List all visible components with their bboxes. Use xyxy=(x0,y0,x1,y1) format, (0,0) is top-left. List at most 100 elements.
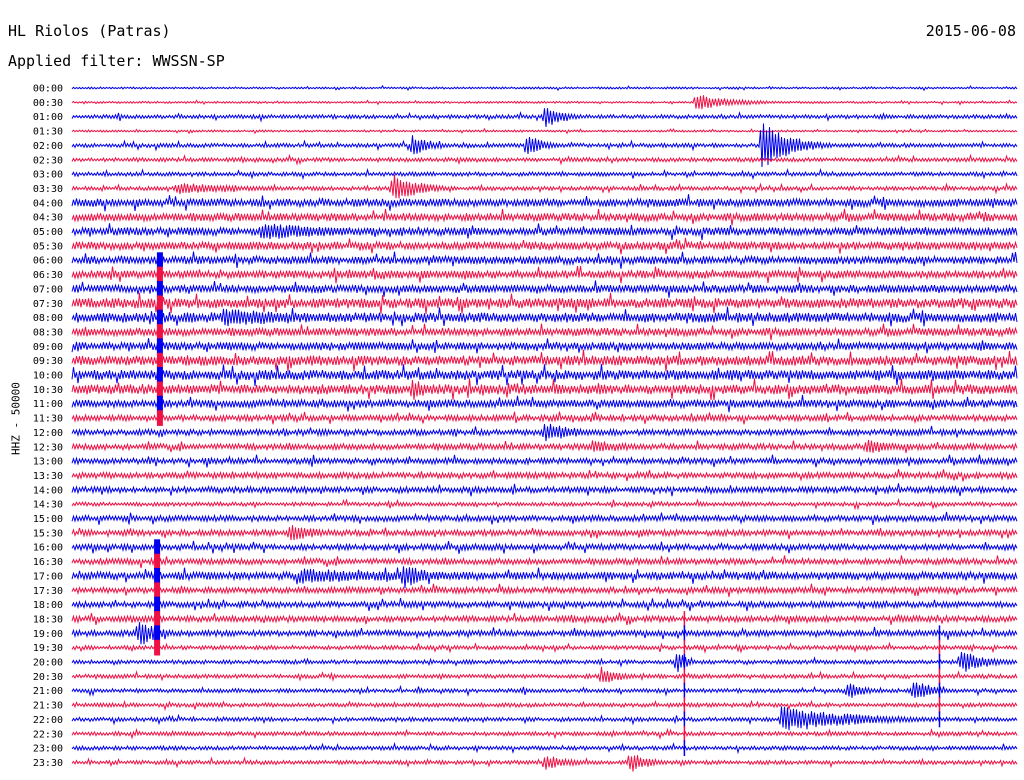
row-time-label: 07:30 xyxy=(33,299,63,310)
trace-row-0130 xyxy=(71,127,1018,135)
trace-row-1300 xyxy=(71,454,1018,468)
row-time-label: 12:00 xyxy=(33,428,63,439)
trace-row-0430 xyxy=(71,208,1018,226)
trace-row-1000 xyxy=(71,364,1018,386)
trace-row-2030 xyxy=(71,666,1018,683)
trace-row-0630 xyxy=(71,265,1018,284)
row-time-label: 16:00 xyxy=(33,543,63,554)
trace-row-0200 xyxy=(71,123,1018,168)
row-time-label: 05:30 xyxy=(33,241,63,252)
trace-row-0800 xyxy=(71,306,1018,327)
row-time-label: 23:30 xyxy=(33,758,63,769)
row-time-label: 10:30 xyxy=(33,385,63,396)
trace-row-2100 xyxy=(71,682,1018,698)
trace-row-0930 xyxy=(71,349,1018,372)
row-time-label: 16:30 xyxy=(33,557,63,568)
station-title: HL Riolos (Patras) xyxy=(8,22,171,40)
row-time-label: 21:30 xyxy=(33,701,63,712)
date-label: 2015-06-08 xyxy=(925,22,1016,40)
row-time-label: 02:00 xyxy=(33,141,63,152)
trace-row-1830 xyxy=(71,612,1018,626)
row-time-label: 11:30 xyxy=(33,414,63,425)
row-time-label: 03:00 xyxy=(33,170,63,181)
row-time-label: 08:00 xyxy=(33,313,63,324)
trace-row-1200 xyxy=(71,423,1018,442)
trace-row-1930 xyxy=(71,641,1018,654)
row-time-label: 11:00 xyxy=(33,399,63,410)
row-time-label: 04:00 xyxy=(33,198,63,209)
trace-row-0300 xyxy=(71,167,1018,181)
row-time-label: 10:00 xyxy=(33,371,63,382)
trace-row-2130 xyxy=(71,699,1018,712)
row-time-label: 22:00 xyxy=(33,715,63,726)
row-time-label: 07:00 xyxy=(33,284,63,295)
row-time-label: 02:30 xyxy=(33,155,63,166)
row-time-label: 01:30 xyxy=(33,127,63,138)
trace-row-1100 xyxy=(71,394,1018,413)
seismogram-traces xyxy=(71,84,1018,772)
row-time-label: 13:00 xyxy=(33,457,63,468)
trace-row-0600 xyxy=(71,251,1018,269)
row-time-label: 22:30 xyxy=(33,729,63,740)
trace-row-1600 xyxy=(71,540,1018,554)
row-time-label: 12:30 xyxy=(33,442,63,453)
filter-label: Applied filter: WWSSN-SP xyxy=(8,52,225,70)
row-time-label: 14:00 xyxy=(33,485,63,496)
trace-row-2300 xyxy=(71,741,1018,755)
row-time-label: 17:30 xyxy=(33,586,63,597)
row-time-label: 06:30 xyxy=(33,270,63,281)
row-time-label: 15:30 xyxy=(33,528,63,539)
time-row-labels: 00:00 00:30 01:00 01:30 02:00 02:30 03:00 03:30… xyxy=(33,84,63,769)
trace-row-0000 xyxy=(71,84,1018,92)
row-time-label: 06:00 xyxy=(33,256,63,267)
row-time-label: 17:00 xyxy=(33,571,63,582)
trace-row-0330 xyxy=(71,174,1018,199)
row-time-label: 01:00 xyxy=(33,112,63,123)
trace-row-0730 xyxy=(71,292,1018,315)
trace-row-0100 xyxy=(71,108,1018,128)
row-time-label: 05:00 xyxy=(33,227,63,238)
row-time-label: 09:00 xyxy=(33,342,63,353)
row-time-label: 00:30 xyxy=(33,98,63,109)
row-time-label: 20:30 xyxy=(33,672,63,683)
trace-row-1630 xyxy=(71,555,1018,569)
row-time-label: 18:30 xyxy=(33,614,63,625)
trace-row-2330 xyxy=(71,755,1018,772)
row-time-label: 23:00 xyxy=(33,744,63,755)
trace-row-1400 xyxy=(71,483,1018,497)
trace-row-0230 xyxy=(71,153,1018,166)
row-time-label: 19:30 xyxy=(33,643,63,654)
row-time-label: 00:00 xyxy=(33,84,63,95)
trace-row-1130 xyxy=(71,411,1018,425)
trace-row-1700 xyxy=(71,566,1018,589)
row-time-label: 15:00 xyxy=(33,514,63,525)
trace-row-1330 xyxy=(71,469,1018,482)
row-time-label: 03:30 xyxy=(33,184,63,195)
trace-row-0030 xyxy=(71,95,1018,110)
trace-row-1430 xyxy=(71,497,1018,511)
trace-row-1730 xyxy=(71,583,1018,597)
row-time-label: 20:00 xyxy=(33,658,63,669)
row-time-label: 13:30 xyxy=(33,471,63,482)
trace-row-1530 xyxy=(71,525,1018,541)
row-time-label: 19:00 xyxy=(33,629,63,640)
trace-row-2000 xyxy=(71,652,1018,673)
trace-row-0530 xyxy=(71,237,1018,255)
trace-row-1500 xyxy=(71,511,1018,525)
trace-row-1030 xyxy=(71,378,1018,401)
trace-row-1900 xyxy=(71,622,1018,645)
trace-row-0830 xyxy=(71,323,1018,341)
trace-row-1230 xyxy=(71,439,1018,454)
row-time-label: 18:00 xyxy=(33,600,63,611)
trace-row-1800 xyxy=(71,597,1018,612)
trace-row-0400 xyxy=(71,194,1018,212)
row-time-label: 14:30 xyxy=(33,500,63,511)
row-time-label: 21:00 xyxy=(33,686,63,697)
trace-row-0500 xyxy=(71,223,1018,241)
trace-row-0900 xyxy=(71,338,1018,354)
trace-row-2230 xyxy=(71,727,1018,740)
trace-row-0700 xyxy=(71,280,1018,298)
row-time-label: 08:30 xyxy=(33,327,63,338)
row-time-label: 09:30 xyxy=(33,356,63,367)
